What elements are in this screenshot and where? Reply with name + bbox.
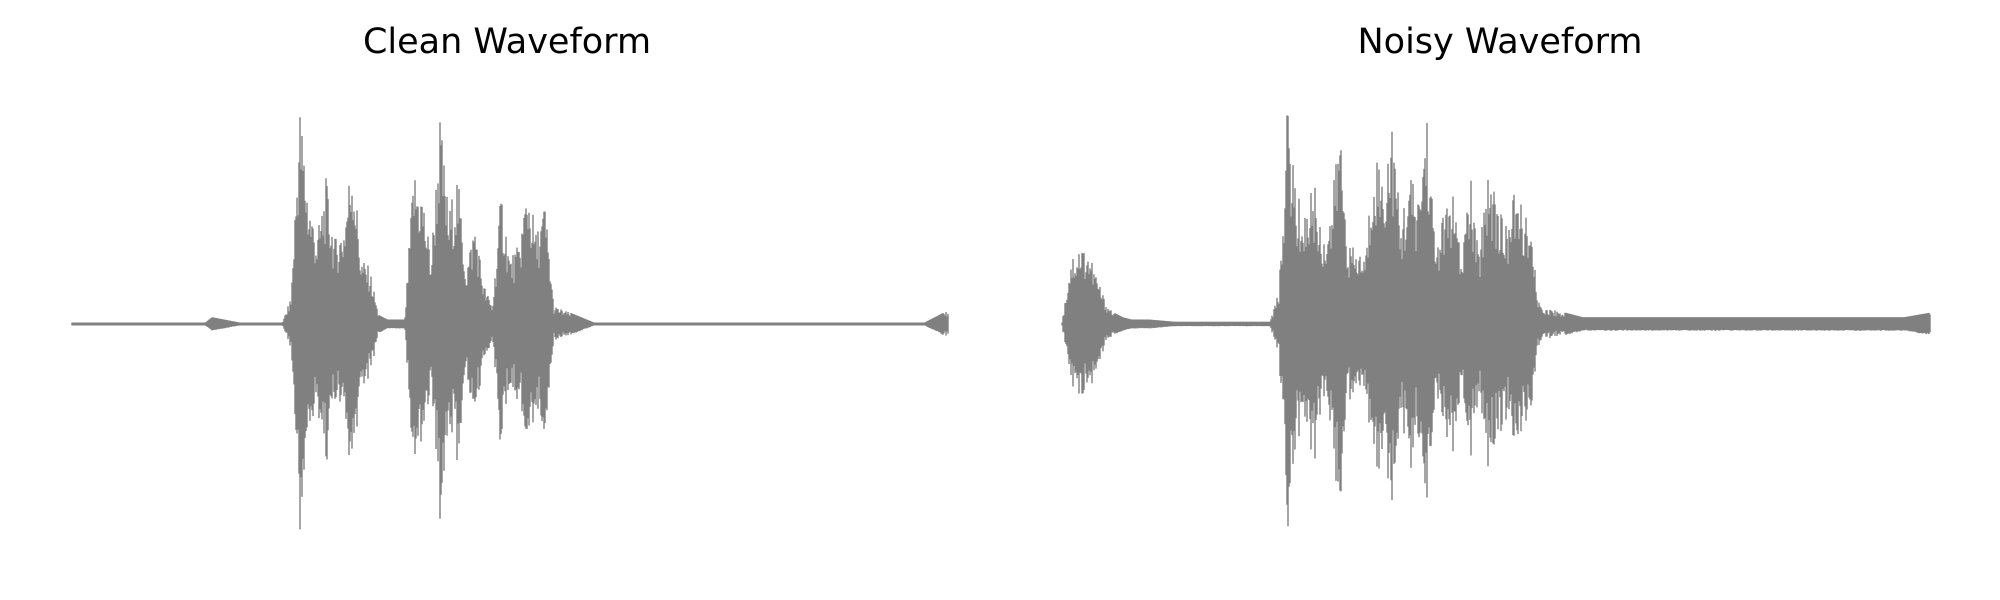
clean-waveform-title: Clean Waveform — [362, 22, 652, 62]
clean-waveform-plot — [71, 117, 949, 530]
noisy-waveform-plot — [1061, 115, 1931, 527]
noisy-waveform-panel: Noisy Waveform — [1000, 0, 2000, 600]
clean-waveform-panel: Clean Waveform — [71, 22, 949, 530]
noisy-waveform-title: Noisy Waveform — [1357, 22, 1643, 62]
